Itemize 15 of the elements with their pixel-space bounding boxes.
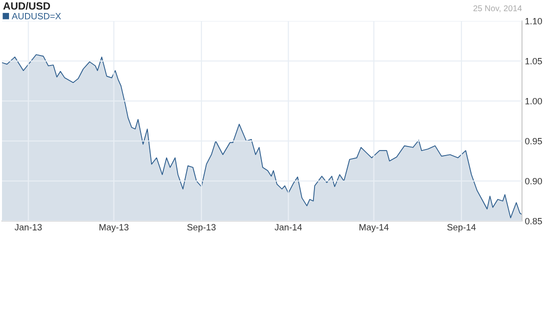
y-tick-label: 1.10	[525, 18, 542, 24]
x-tick-label: Jan-13	[14, 224, 42, 230]
y-tick-label: 0.90	[525, 178, 542, 184]
y-tick-label: 1.05	[525, 58, 542, 64]
x-tick-label: Sep-14	[447, 224, 476, 232]
x-tick-label: May-14	[360, 224, 389, 232]
y-tick-label: 1.00	[525, 98, 542, 104]
text: 25 Nov, 2014	[473, 5, 522, 12]
x-tick-label: Sep-13	[187, 224, 216, 232]
x-tick-label: Jan-14	[274, 224, 302, 230]
y-tick-label: 0.95	[525, 138, 542, 144]
legend-label: AUDUSD=X	[12, 12, 61, 20]
y-tick-label: 0.85	[525, 218, 542, 224]
chart-title: AUD/USD	[3, 2, 50, 10]
x-tick-label: May-13	[100, 224, 128, 232]
